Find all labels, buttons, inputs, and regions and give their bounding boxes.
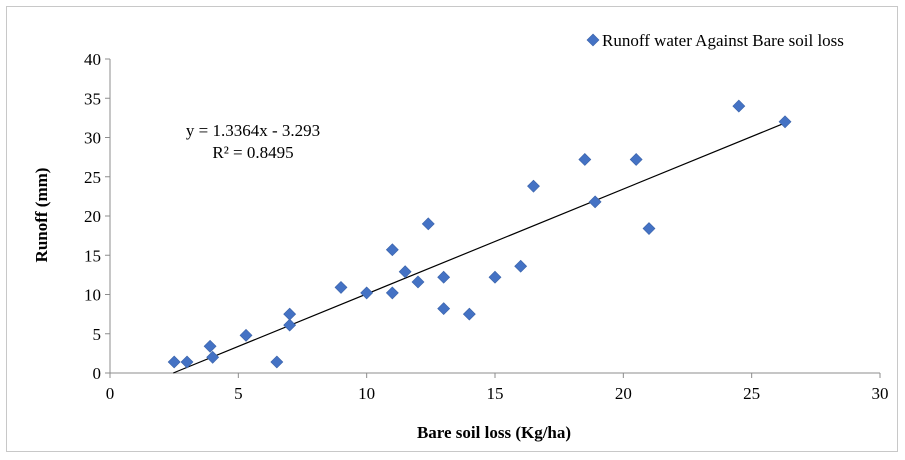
x-tick-label: 15 — [487, 384, 504, 403]
data-point — [488, 270, 502, 284]
data-point — [270, 355, 284, 369]
x-axis-title: Bare soil loss (Kg/ha) — [417, 423, 571, 442]
data-point — [411, 275, 425, 289]
legend-marker — [586, 33, 600, 47]
trendline-group — [173, 122, 786, 374]
data-point — [514, 259, 528, 273]
y-tick-label: 20 — [84, 207, 101, 226]
data-point — [206, 350, 220, 364]
data-points — [167, 99, 792, 369]
data-point — [421, 217, 435, 231]
data-point — [588, 195, 602, 209]
data-point — [203, 339, 217, 353]
data-point — [462, 307, 476, 321]
data-point — [180, 355, 194, 369]
y-tick-label: 40 — [84, 50, 101, 69]
data-point — [385, 243, 399, 257]
x-tick-label: 0 — [106, 384, 115, 403]
data-point — [239, 328, 253, 342]
x-tick-label: 25 — [743, 384, 760, 403]
data-point — [629, 153, 643, 166]
data-point — [283, 307, 297, 321]
y-tick-label: 0 — [93, 364, 102, 383]
y-tick-label: 10 — [84, 286, 101, 305]
data-point — [527, 179, 540, 193]
axes: 0 5 10 15 20 25 30 35 40 0 5 10 15 20 25 30 — [84, 50, 889, 403]
legend-label: Runoff water Against Bare soil loss — [602, 31, 844, 50]
data-point — [283, 318, 297, 332]
x-tick-label: 20 — [615, 384, 632, 403]
data-point — [437, 302, 451, 316]
y-tick-label: 25 — [84, 168, 101, 187]
legend: Runoff water Against Bare soil loss — [586, 31, 844, 50]
data-point — [360, 286, 374, 300]
y-tick-label: 15 — [84, 246, 101, 265]
data-point — [167, 355, 181, 369]
trendline-r-squared: R² = 0.8495 — [212, 143, 293, 162]
y-tick-label: 30 — [84, 129, 101, 148]
data-point — [437, 270, 451, 284]
data-point — [578, 153, 592, 166]
labels: Runoff (mm) Bare soil loss (Kg/ha) y = 1… — [32, 121, 571, 442]
data-point — [334, 281, 348, 294]
trendline-equation: y = 1.3364x - 3.293 — [186, 121, 320, 140]
trendline — [173, 122, 786, 374]
y-tick-label: 5 — [93, 325, 102, 344]
data-point — [732, 99, 746, 113]
chart-frame — [6, 6, 898, 452]
data-point — [385, 286, 399, 300]
x-tick-label: 30 — [872, 384, 889, 403]
data-point — [778, 115, 792, 129]
y-axis-title: Runoff (mm) — [32, 168, 51, 263]
x-tick-label: 10 — [358, 384, 375, 403]
data-point — [642, 222, 656, 235]
x-tick-label: 5 — [234, 384, 243, 403]
data-point — [398, 265, 412, 279]
y-tick-label: 35 — [84, 89, 101, 108]
